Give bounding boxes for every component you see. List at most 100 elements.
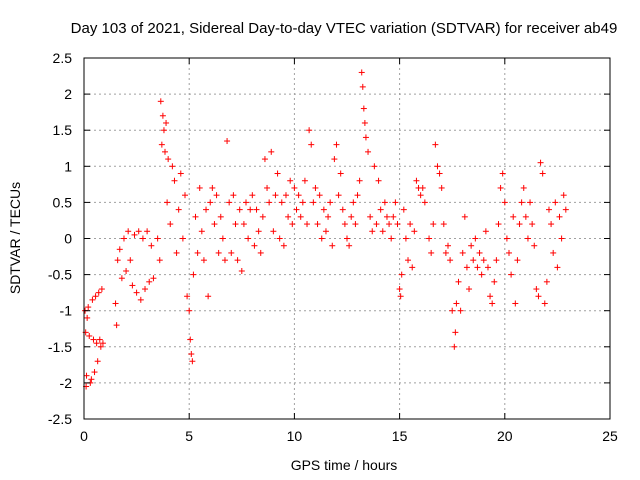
data-point xyxy=(316,192,323,199)
data-point xyxy=(430,221,437,228)
data-point xyxy=(333,141,340,148)
data-point xyxy=(535,293,542,300)
y-tick-label: -1.5 xyxy=(48,339,72,355)
data-point xyxy=(348,213,355,220)
data-point xyxy=(127,257,134,264)
data-point xyxy=(264,184,271,191)
data-point xyxy=(512,300,519,307)
data-point xyxy=(402,235,409,242)
data-point xyxy=(261,156,268,163)
data-point xyxy=(238,267,245,274)
data-point xyxy=(449,307,456,314)
y-tick-label: 0.5 xyxy=(53,194,73,210)
data-point xyxy=(142,286,149,293)
data-point xyxy=(245,235,252,242)
data-point xyxy=(436,170,443,177)
data-point xyxy=(266,199,273,206)
data-point xyxy=(419,184,426,191)
data-point xyxy=(392,199,399,206)
data-point xyxy=(432,141,439,148)
data-point xyxy=(162,148,169,155)
data-point xyxy=(409,264,416,271)
data-point xyxy=(470,257,477,264)
data-point xyxy=(341,221,348,228)
data-point xyxy=(337,170,344,177)
data-point xyxy=(276,235,283,242)
data-point xyxy=(270,228,277,235)
data-point xyxy=(230,192,237,199)
data-point xyxy=(160,127,167,134)
data-point xyxy=(550,249,557,256)
data-point xyxy=(179,235,186,242)
data-point xyxy=(438,184,445,191)
x-tick-label: 15 xyxy=(392,428,408,444)
y-axis-label: SDTVAR / TECUs xyxy=(7,182,23,294)
data-point xyxy=(491,278,498,285)
data-point xyxy=(310,199,317,206)
data-point xyxy=(240,221,247,228)
data-point xyxy=(533,286,540,293)
data-point xyxy=(442,249,449,256)
data-point xyxy=(146,278,153,285)
data-point xyxy=(98,286,105,293)
data-point xyxy=(158,141,165,148)
x-tick-label: 10 xyxy=(287,428,303,444)
data-point xyxy=(205,293,212,300)
data-point xyxy=(187,336,194,343)
data-point xyxy=(447,257,454,264)
data-point xyxy=(358,69,365,76)
data-point xyxy=(562,206,569,213)
data-point xyxy=(421,199,428,206)
data-point xyxy=(499,170,506,177)
data-point xyxy=(289,221,296,228)
data-point xyxy=(329,242,336,249)
data-point xyxy=(531,242,538,249)
data-point xyxy=(381,199,388,206)
data-point xyxy=(558,235,565,242)
axis-ticks: 0 5 10 15 20 25 -2.5 -2 -1.5 -1 -0.5 0 0.5 1 1.5 2 2.5 xyxy=(48,50,618,444)
data-point xyxy=(394,221,401,228)
data-point xyxy=(196,184,203,191)
data-point xyxy=(144,228,151,235)
data-point xyxy=(331,156,338,163)
data-point xyxy=(93,340,100,347)
data-point xyxy=(156,257,163,264)
data-point xyxy=(396,286,403,293)
data-point xyxy=(90,336,97,343)
data-point xyxy=(556,213,563,220)
data-point xyxy=(377,206,384,213)
data-point xyxy=(440,221,447,228)
data-point xyxy=(322,228,329,235)
data-point xyxy=(200,257,207,264)
x-tick-label: 0 xyxy=(80,428,88,444)
data-point xyxy=(388,235,395,242)
x-tick-label: 25 xyxy=(602,428,618,444)
data-point xyxy=(383,213,390,220)
data-point xyxy=(186,307,193,314)
data-point xyxy=(251,242,258,249)
data-point xyxy=(537,159,544,166)
data-point xyxy=(510,213,517,220)
data-point xyxy=(365,148,372,155)
data-point xyxy=(386,221,393,228)
data-point xyxy=(167,221,174,228)
data-point xyxy=(181,192,188,199)
data-point xyxy=(451,343,458,350)
data-point xyxy=(318,235,325,242)
data-point xyxy=(344,235,350,242)
data-point xyxy=(346,242,353,249)
data-point xyxy=(274,170,281,177)
data-point xyxy=(184,293,191,300)
data-point xyxy=(228,249,235,256)
y-tick-label: 1 xyxy=(64,158,72,174)
data-point xyxy=(478,271,485,278)
data-point xyxy=(139,235,146,242)
data-point xyxy=(154,235,161,242)
data-point xyxy=(247,206,254,213)
data-point xyxy=(177,170,184,177)
data-point xyxy=(461,213,468,220)
data-point xyxy=(314,221,321,228)
x-tick-label: 20 xyxy=(497,428,513,444)
data-point xyxy=(480,257,487,264)
